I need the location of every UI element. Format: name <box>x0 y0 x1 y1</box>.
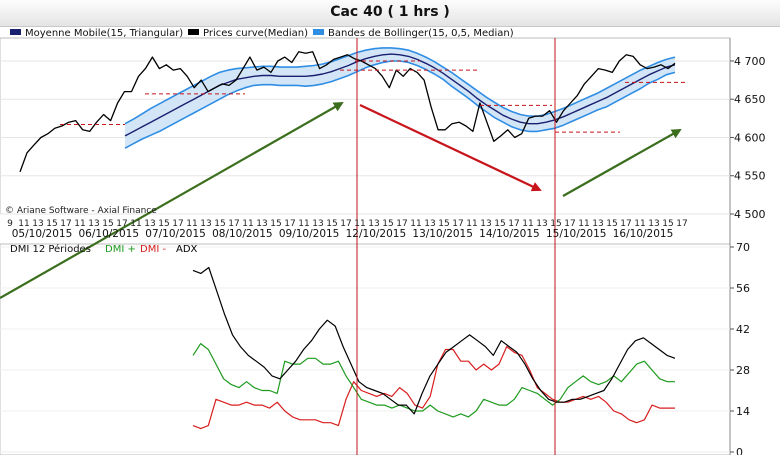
x-hour-label: 13 <box>312 219 323 229</box>
x-date-label: 09/10/2015 <box>279 228 340 240</box>
x-hour-label: 11 <box>18 219 29 229</box>
x-hour-label: 15 <box>438 219 449 229</box>
x-date-label: 12/10/2015 <box>346 228 407 240</box>
x-hour-label: 13 <box>480 219 491 229</box>
indicator-tick-label: 70 <box>736 241 750 254</box>
price-tick-label: 4 650 <box>734 93 766 106</box>
dmi-minus-line <box>192 346 675 430</box>
x-hour-label: 11 <box>410 219 421 229</box>
dmi-plus-line <box>192 343 675 418</box>
indicator-tick-label: 0 <box>736 446 743 455</box>
legend-swatch <box>188 29 199 35</box>
indicator-tick-label: 14 <box>736 405 750 418</box>
x-hour-label: 13 <box>200 219 211 229</box>
x-date-label: 15/10/2015 <box>546 228 607 240</box>
x-hour-label: 17 <box>116 219 127 229</box>
x-hour-label: 13 <box>424 219 435 229</box>
x-hour-label: 11 <box>186 219 197 229</box>
x-hour-label: 11 <box>578 219 589 229</box>
legend-label: Prices curve(Median) <box>203 28 308 39</box>
x-hour-label: 15 <box>326 219 337 229</box>
downtrend-arrow <box>359 104 542 192</box>
bollinger-upper-line <box>124 47 676 125</box>
x-hour-label: 13 <box>256 219 267 229</box>
price-tick-label: 4 500 <box>734 208 766 221</box>
x-hour-label: 15 <box>662 219 673 229</box>
x-date-label: 16/10/2015 <box>613 228 674 240</box>
x-hour-label: 17 <box>340 219 351 229</box>
x-hour-label: 13 <box>536 219 547 229</box>
adx-line <box>192 266 676 415</box>
indicator-legend-label: DMI + <box>105 244 136 255</box>
chart-title: Cac 40 ( 1 hrs ) <box>330 4 450 20</box>
x-date-label: 07/10/2015 <box>145 228 206 240</box>
x-hour-label: 11 <box>354 219 365 229</box>
x-hour-label: 11 <box>130 219 141 229</box>
uptrend-arrow <box>0 102 344 299</box>
x-hour-label: 15 <box>46 219 57 229</box>
legend-swatch <box>313 29 324 35</box>
indicator-label: DMI 12 Périodes <box>10 243 91 255</box>
indicator-tick-label: 56 <box>736 282 750 295</box>
x-hour-label: 17 <box>284 219 295 229</box>
x-hour-label: 11 <box>74 219 85 229</box>
legend-label: Bandes de Bollinger(15, 0,5, Median) <box>328 28 514 39</box>
x-hour-label: 17 <box>228 219 239 229</box>
x-date-label: 13/10/2015 <box>412 228 473 240</box>
indicator-tick-label: 42 <box>736 323 750 336</box>
x-hour-label: 15 <box>270 219 281 229</box>
indicator-tick-label: 28 <box>736 364 750 377</box>
x-hour-label: 17 <box>172 219 183 229</box>
price-tick-label: 4 700 <box>734 55 766 68</box>
x-hour-label: 15 <box>214 219 225 229</box>
x-hour-label: 9 <box>7 219 13 229</box>
x-hour-label: 15 <box>606 219 617 229</box>
x-hour-label: 13 <box>648 219 659 229</box>
x-hour-label: 11 <box>466 219 477 229</box>
x-hour-label: 13 <box>592 219 603 229</box>
price-curve-line <box>19 51 676 173</box>
indicator-legend-label: DMI - <box>140 244 166 255</box>
price-tick-label: 4 600 <box>734 131 766 144</box>
x-hour-label: 17 <box>60 219 71 229</box>
x-hour-label: 15 <box>102 219 113 229</box>
title-bar: Cac 40 ( 1 hrs ) <box>0 0 780 27</box>
x-hour-label: 17 <box>564 219 575 229</box>
x-hour-label: 17 <box>508 219 519 229</box>
uptrend-arrow <box>562 129 682 197</box>
x-hour-label: 15 <box>158 219 169 229</box>
x-hour-label: 15 <box>550 219 561 229</box>
x-hour-label: 15 <box>494 219 505 229</box>
x-hour-label: 11 <box>298 219 309 229</box>
x-hour-label: 13 <box>144 219 155 229</box>
price-tick-label: 4 550 <box>734 170 766 183</box>
x-hour-label: 11 <box>242 219 253 229</box>
legend-label: Moyenne Mobile(15, Triangular) <box>25 28 183 39</box>
x-hour-label: 15 <box>382 219 393 229</box>
indicator-legend-label: ADX <box>176 244 198 255</box>
x-date-label: 08/10/2015 <box>212 228 273 240</box>
indicator-panel <box>0 243 731 455</box>
x-hour-label: 17 <box>620 219 631 229</box>
x-hour-label: 11 <box>634 219 645 229</box>
x-hour-label: 13 <box>88 219 99 229</box>
x-hour-label: 13 <box>368 219 379 229</box>
x-hour-label: 17 <box>396 219 407 229</box>
x-hour-label: 11 <box>522 219 533 229</box>
x-hour-label: 17 <box>676 219 687 229</box>
x-hour-label: 13 <box>32 219 43 229</box>
x-hour-label: 17 <box>452 219 463 229</box>
x-date-label: 14/10/2015 <box>479 228 540 240</box>
watermark-text: © Ariane Software - Axial Finance <box>5 206 157 216</box>
x-date-label: 06/10/2015 <box>79 228 140 240</box>
legend-swatch <box>10 29 21 35</box>
x-date-label: 05/10/2015 <box>12 228 73 240</box>
